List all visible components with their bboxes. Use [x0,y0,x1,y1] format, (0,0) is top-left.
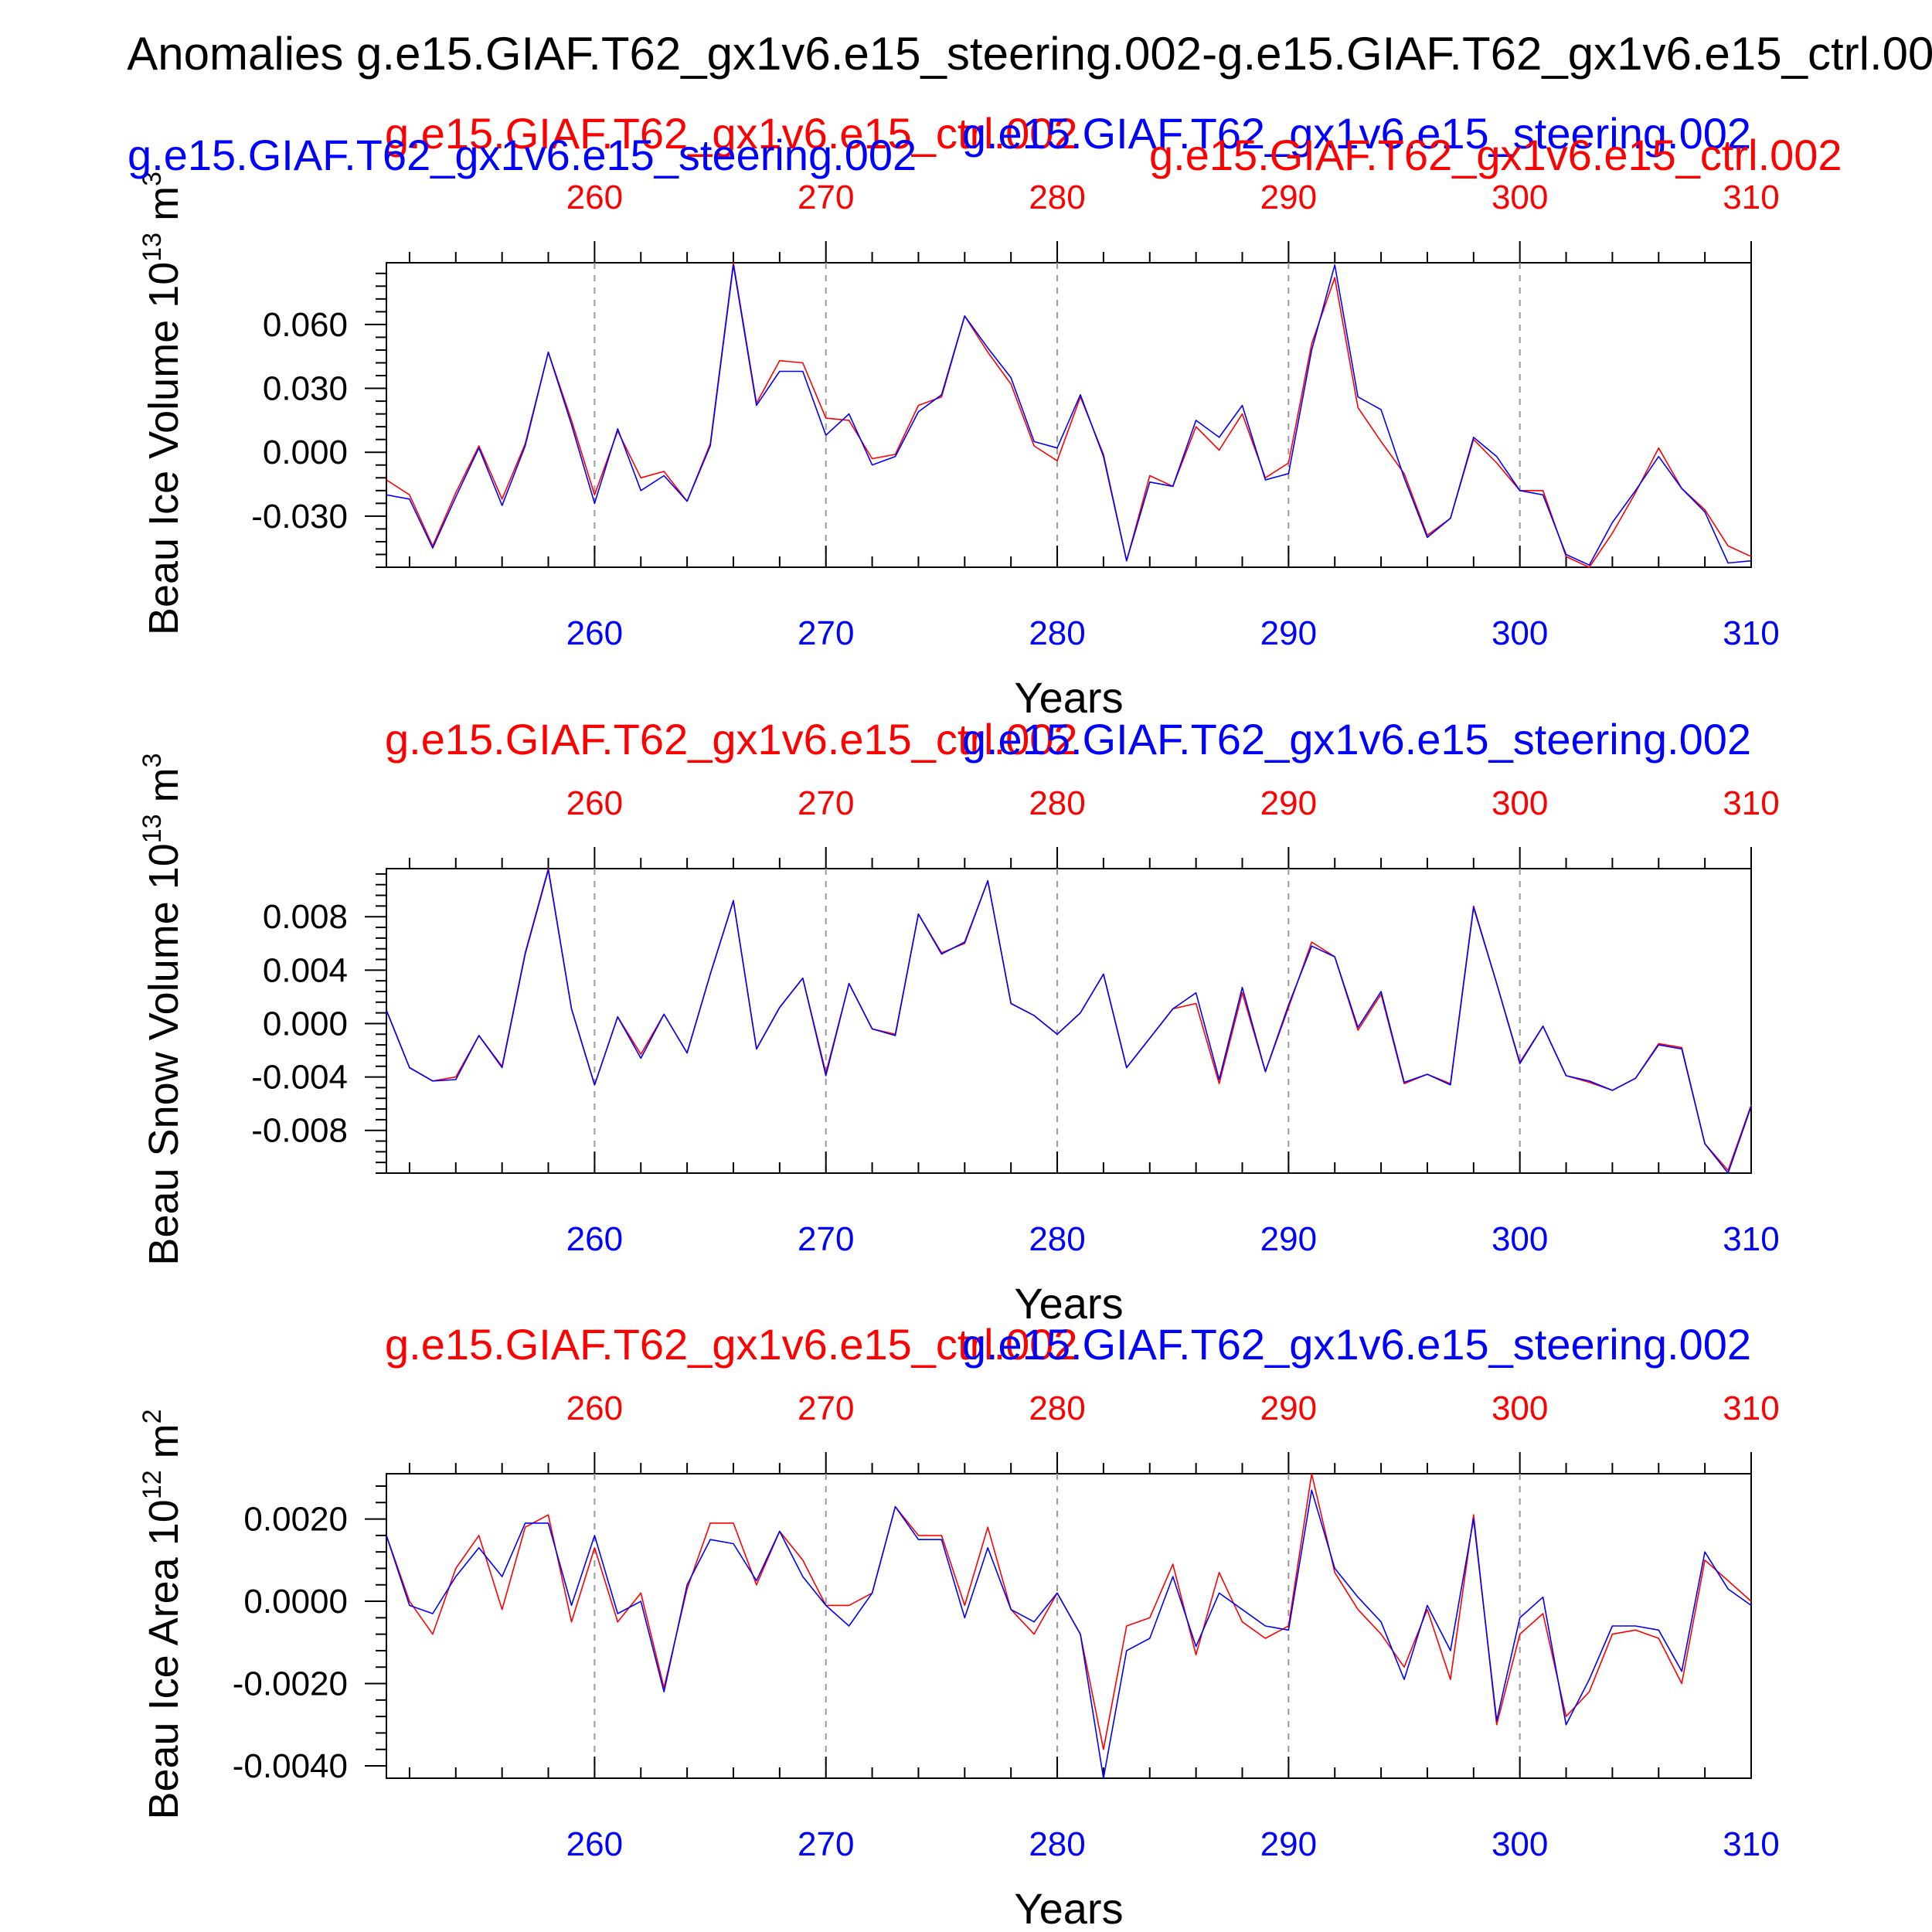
y-axis-label-unit-exponent: 2 [138,1409,167,1423]
x-tick-label-bottom: 260 [566,1825,623,1863]
x-tick-label-top: 310 [1723,1389,1779,1427]
y-axis-label-unit: m [141,767,187,814]
x-tick-label-top: 260 [566,1389,623,1427]
panel-title-steering: g.e15.GIAF.T62_gx1v6.e15_steering.002 [962,715,1751,764]
y-tick-label: -0.004 [251,1059,348,1097]
y-tick-label: 0.0000 [243,1583,348,1621]
x-tick-label-bottom: 270 [798,614,854,652]
y-axis-label-text: Beau Ice Volume 10 [141,262,187,635]
x-axis-label: Years [1014,1279,1123,1328]
x-axis-label: Years [1014,1884,1123,1932]
y-axis-label-exponent: 12 [138,1470,167,1499]
x-tick-label-bottom: 300 [1492,1825,1548,1863]
panel-2: 260 260 270 270 280 280 290 290 300 300 310 310 0.00… [138,715,1780,1328]
x-tick-label-bottom: 270 [798,1825,854,1863]
x-tick-label-bottom: 280 [1029,1220,1085,1258]
y-tick-label: -0.0040 [233,1747,348,1785]
y-axis-label: Beau Snow Volume 1013 m3 [138,753,187,1265]
x-tick-label-top: 310 [1723,179,1779,216]
x-tick-label-bottom: 310 [1723,1825,1779,1863]
y-axis-label-unit: m [141,186,187,233]
y-tick-label: 0.060 [263,306,348,344]
y-axis-label: Beau Ice Area 1012 m2 [138,1409,187,1819]
panel-title-ctrl: g.e15.GIAF.T62_gx1v6.e15_ctrl.002 [385,109,1078,158]
panel-title-steering: g.e15.GIAF.T62_gx1v6.e15_steering.002 [962,1320,1751,1369]
page-title: Anomalies g.e15.GIAF.T62_gx1v6.e15_steer… [127,28,1932,80]
x-tick-label-bottom: 280 [1029,614,1085,652]
x-tick-label-top: 270 [798,784,854,822]
x-tick-label-bottom: 300 [1492,1220,1548,1258]
y-axis-label-unit-exponent: 3 [138,172,167,186]
x-tick-label-top: 290 [1260,1389,1317,1427]
x-tick-label-bottom: 300 [1492,614,1548,652]
x-tick-label-top: 280 [1029,179,1085,216]
x-tick-label-top: 300 [1492,1389,1548,1427]
panel-title-steering: g.e15.GIAF.T62_gx1v6.e15_steering.002 [962,109,1751,158]
series-line-steering [386,264,1752,566]
y-axis-label-unit: m [141,1423,187,1470]
y-tick-label: -0.030 [251,498,348,536]
y-axis-label-exponent: 13 [138,814,167,843]
panels-group: 260 260 270 270 280 280 290 290 300 300 310 310 0.06… [128,109,1842,1932]
x-tick-label-bottom: 290 [1260,1220,1317,1258]
y-tick-label: 0.000 [263,434,348,471]
x-tick-label-bottom: 260 [566,1220,623,1258]
x-tick-label-bottom: 280 [1029,1825,1085,1863]
panel-title-ctrl: g.e15.GIAF.T62_gx1v6.e15_ctrl.002 [385,715,1078,764]
series-line-steering [386,1489,1752,1779]
y-tick-label: 0.004 [263,951,348,989]
x-tick-label-bottom: 270 [798,1220,854,1258]
x-tick-label-top: 300 [1492,179,1548,216]
y-axis-label-exponent: 13 [138,233,167,262]
x-tick-label-top: 290 [1260,179,1317,216]
y-axis-label-text: Beau Snow Volume 10 [141,843,187,1265]
y-tick-label: 0.000 [263,1005,348,1043]
panel-1: 260 260 270 270 280 280 290 290 300 300 310 310 0.06… [128,109,1842,722]
y-axis-label: Beau Ice Volume 1013 m3 [138,172,187,635]
x-tick-label-top: 290 [1260,784,1317,822]
y-tick-label: -0.0020 [233,1665,348,1703]
x-tick-label-bottom: 310 [1723,1220,1779,1258]
x-tick-label-bottom: 290 [1260,1825,1317,1863]
x-tick-label-bottom: 260 [566,614,623,652]
x-tick-label-top: 300 [1492,784,1548,822]
x-tick-label-bottom: 290 [1260,614,1317,652]
x-tick-label-top: 280 [1029,1389,1085,1427]
x-tick-label-top: 270 [798,1389,854,1427]
x-tick-label-top: 270 [798,179,854,216]
y-tick-label: -0.008 [251,1112,348,1150]
x-tick-label-bottom: 310 [1723,614,1779,652]
plot-frame [386,868,1752,1174]
y-axis-label-text: Beau Ice Area 10 [141,1499,187,1819]
y-tick-label: 0.030 [263,370,348,408]
panel-extra-label-ctrl: g.e15.GIAF.T62_gx1v6.e15_ctrl.002 [1149,131,1842,179]
x-tick-label-top: 280 [1029,784,1085,822]
y-tick-label: 0.0020 [243,1501,348,1539]
x-tick-label-top: 310 [1723,784,1779,822]
panel-3: 260 260 270 270 280 280 290 290 300 300 310 310 0.00… [138,1320,1780,1932]
y-tick-label: 0.008 [263,898,348,936]
panel-extra-label-steering: g.e15.GIAF.T62_gx1v6.e15_steering.002 [128,131,917,179]
x-axis-label: Years [1014,673,1123,722]
panel-title-ctrl: g.e15.GIAF.T62_gx1v6.e15_ctrl.002 [385,1320,1078,1369]
y-axis-label-unit-exponent: 3 [138,753,167,767]
plot-frame [386,262,1752,568]
plot-frame [386,1473,1752,1779]
x-tick-label-top: 260 [566,784,623,822]
series-line-steering [386,869,1752,1174]
x-tick-label-top: 260 [566,179,623,216]
